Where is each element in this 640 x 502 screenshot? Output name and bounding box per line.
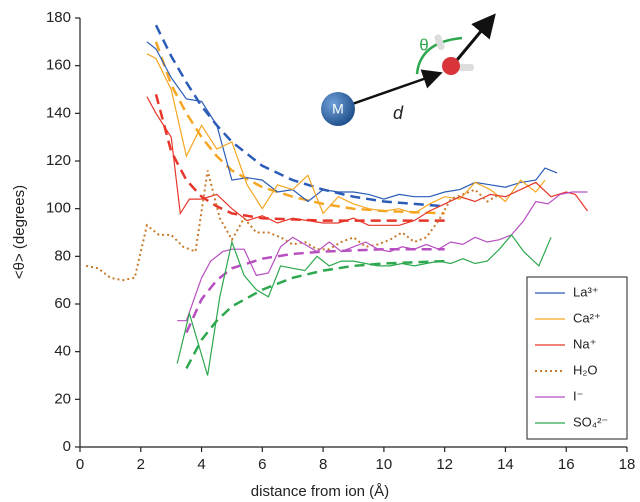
x-axis-label: distance from ion (Å): [251, 483, 389, 500]
y-axis-label: <θ> (degrees): [11, 185, 28, 279]
legend-label: La³⁺: [573, 284, 599, 299]
series-line: [177, 191, 588, 322]
legend: La³⁺ Ca²⁺ Na⁺ H₂O I⁻ SO₄²⁻: [526, 276, 628, 440]
angle-arc: [415, 36, 463, 75]
x-tick-label: 0: [76, 456, 84, 473]
legend-label: SO₄²⁻: [573, 414, 608, 429]
oxygen: [442, 57, 460, 75]
y-tick-label: 80: [54, 247, 71, 264]
x-tick-label: 2: [137, 456, 145, 473]
fit-curve: [154, 24, 445, 208]
series-line: [146, 41, 558, 203]
series-line: [85, 170, 500, 282]
distance-label: d: [393, 103, 404, 123]
x-tick-label: 16: [558, 456, 575, 473]
y-tick-label: 180: [46, 9, 71, 26]
series-line: [176, 233, 552, 376]
x-tick-label: 10: [376, 456, 393, 473]
legend-box: [526, 276, 628, 440]
fit-curve: [185, 247, 445, 334]
x-tick-label: 14: [497, 456, 514, 473]
legend-label: Na⁺: [573, 336, 596, 351]
x-tick-label: 8: [319, 456, 327, 473]
angle-label: θ: [419, 35, 428, 54]
y-tick-label: 0: [63, 438, 71, 455]
dipole-arrow: [450, 13, 496, 67]
fit-curve: [154, 41, 445, 215]
legend-label: Ca²⁺: [573, 310, 601, 325]
ion-sphere: [321, 92, 355, 126]
ion-label: M: [332, 101, 344, 117]
fit-curve: [154, 93, 445, 222]
y-tick-label: 160: [46, 57, 71, 74]
y-tick-label: 140: [46, 104, 71, 121]
y-tick-label: 60: [54, 295, 71, 312]
legend-label: I⁻: [573, 388, 583, 403]
x-tick-label: 12: [436, 456, 453, 473]
x-tick-label: 4: [197, 456, 205, 473]
hydrogen: [434, 34, 445, 51]
y-tick-label: 20: [54, 390, 71, 407]
y-tick-label: 120: [46, 152, 71, 169]
series-line: [146, 96, 588, 226]
distance-arrow: [337, 69, 443, 111]
y-tick-label: 40: [54, 343, 71, 360]
x-tick-label: 18: [619, 456, 636, 473]
x-tick-label: 6: [258, 456, 266, 473]
y-tick-label: 100: [46, 200, 71, 217]
hydrogen: [458, 64, 474, 71]
series-line: [146, 53, 546, 215]
legend-label: H₂O: [573, 362, 598, 377]
fit-curve: [185, 259, 445, 369]
inset-diagram: M d θ: [321, 13, 496, 126]
